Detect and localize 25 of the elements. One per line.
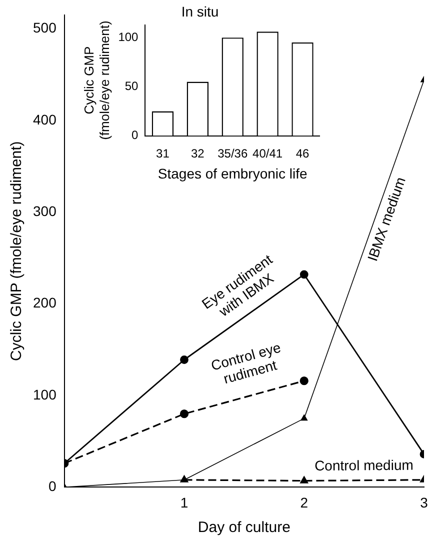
chart-title: In situ bbox=[181, 3, 219, 20]
series-label: Control medium bbox=[314, 456, 414, 474]
x-tick-label: 1 bbox=[180, 494, 188, 510]
x-tick-label: 2 bbox=[300, 494, 308, 510]
y-tick-label: 50 bbox=[124, 78, 139, 93]
x-tick-label: 3 bbox=[420, 494, 428, 510]
x-tick-label: 35/36 bbox=[218, 146, 248, 160]
y-tick-label: 400 bbox=[33, 111, 57, 128]
x-tick-label: 32 bbox=[190, 146, 205, 160]
x-tick-label: 40/41 bbox=[252, 146, 283, 160]
y-tick-label: 100 bbox=[118, 30, 139, 44]
y-tick-label: 100 bbox=[33, 386, 57, 402]
y-axis-title: Cyclic GMP (fmole/eye rudiment) bbox=[81, 20, 112, 140]
y-tick-label: 500 bbox=[33, 20, 57, 36]
y-tick-label: 200 bbox=[33, 294, 57, 311]
x-axis-title: Day of culture bbox=[198, 519, 290, 536]
y-tick-label: 300 bbox=[33, 202, 57, 219]
x-tick-label: 31 bbox=[156, 146, 170, 160]
y-axis-title: Cyclic GMP (fmole/eye rudiment) bbox=[8, 141, 26, 361]
x-tick-label: 46 bbox=[296, 146, 310, 160]
text: Control eye rudiment bbox=[209, 339, 283, 387]
y-tick-label: 0 bbox=[132, 128, 139, 142]
y-tick-label: 0 bbox=[48, 478, 57, 494]
x-axis-title: Stages of embryonic life bbox=[158, 165, 308, 182]
text: IBMX medium bbox=[364, 174, 409, 264]
